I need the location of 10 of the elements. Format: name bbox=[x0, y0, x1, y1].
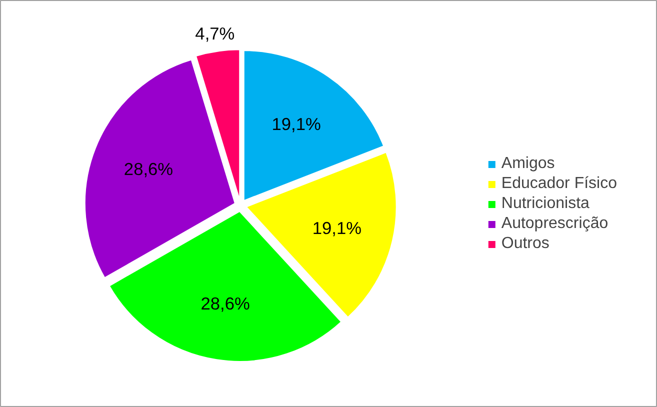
data-label: 28,6% bbox=[200, 293, 250, 314]
legend-label: Educador Físico bbox=[501, 174, 617, 192]
legend-label: Amigos bbox=[501, 154, 555, 172]
data-label: 28,6% bbox=[124, 158, 174, 179]
data-label: 4,7% bbox=[195, 23, 235, 44]
legend-label: Outros bbox=[501, 234, 550, 252]
data-label: 19,1% bbox=[312, 218, 362, 238]
legend-label: Autoprescrição bbox=[501, 214, 608, 232]
data-label: 19,1% bbox=[272, 114, 321, 134]
legend-label: Nutricionista bbox=[501, 194, 590, 212]
